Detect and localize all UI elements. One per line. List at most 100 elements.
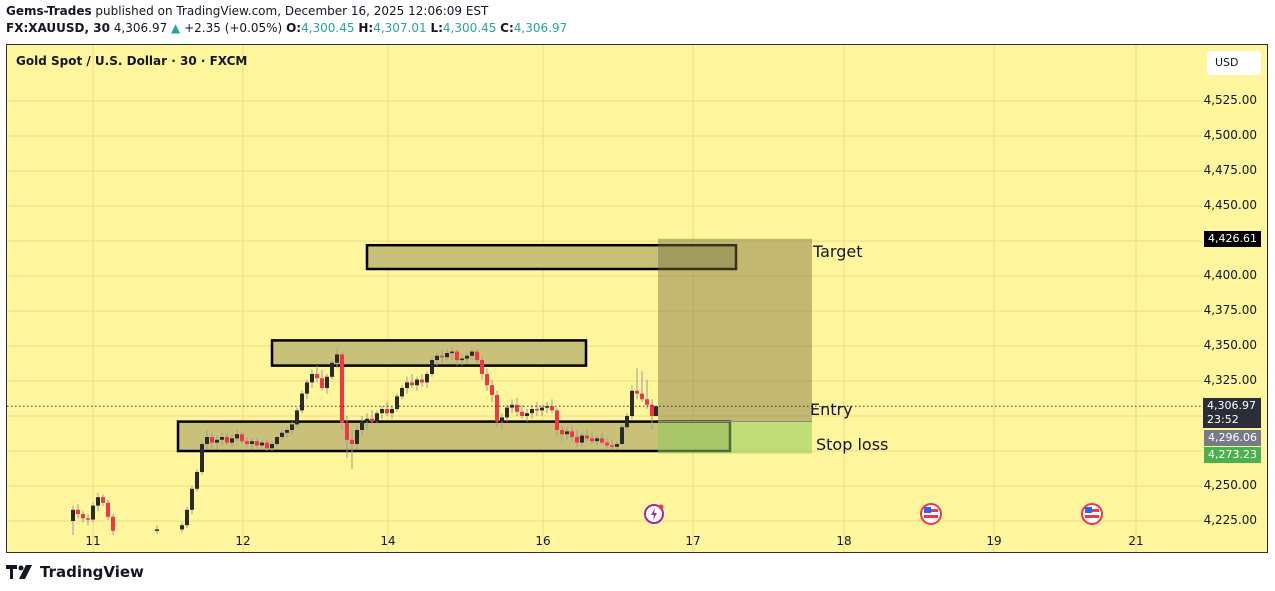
- candle-body: [555, 410, 559, 430]
- publish-text: published on TradingView.com, December 1…: [91, 4, 489, 18]
- candle-body: [91, 505, 95, 520]
- price-tick-label: 4,500.00: [1203, 128, 1257, 142]
- flag-stripe: [924, 515, 938, 518]
- candle-body: [280, 432, 284, 437]
- candle-body: [570, 431, 574, 437]
- price-tick-label: 4,225.00: [1203, 513, 1257, 527]
- candle-body: [275, 437, 279, 444]
- candle-body: [395, 396, 399, 409]
- candle-body: [330, 362, 334, 377]
- open-value: 4,300.45: [301, 21, 355, 35]
- candle-body: [600, 438, 604, 443]
- candle-body: [86, 518, 90, 520]
- candle-body: [290, 424, 294, 430]
- candle-body: [180, 525, 184, 530]
- time-tick-label: 18: [836, 534, 852, 548]
- publish-info: Gems-Trades published on TradingView.com…: [6, 4, 488, 18]
- tradingview-logo-icon: [6, 565, 32, 579]
- chart-pane[interactable]: Gold Spot / U.S. Dollar · 30 · FXCM USD …: [6, 44, 1268, 553]
- price-tick-label: 4,400.00: [1203, 268, 1257, 282]
- candle-body: [520, 411, 524, 416]
- candle-body: [654, 406, 658, 416]
- candle-body: [370, 418, 374, 422]
- entry-price-label: 4,296.06: [1204, 430, 1261, 446]
- candle-body: [460, 358, 464, 361]
- lightning-glyph: [651, 508, 657, 520]
- candle-body: [195, 472, 199, 489]
- candle-body: [495, 395, 499, 422]
- event-dot: [658, 504, 664, 510]
- price-change: +2.35 (+0.05%): [184, 21, 283, 35]
- candle-body: [245, 441, 249, 444]
- candle-body: [325, 376, 329, 388]
- candle-body: [185, 509, 189, 526]
- candle-body: [400, 388, 404, 397]
- candle-body: [540, 407, 544, 411]
- price-tick-label: 4,475.00: [1203, 163, 1257, 177]
- brand-name: TradingView: [40, 563, 144, 581]
- candle-body: [560, 430, 564, 435]
- candle-body: [640, 393, 644, 400]
- price-tick-label: 4,350.00: [1203, 338, 1257, 352]
- candle-body: [265, 442, 269, 449]
- entry-annotation: Entry: [810, 400, 853, 419]
- candle-body: [111, 516, 115, 531]
- candle-body: [615, 444, 619, 447]
- candle-body: [300, 393, 304, 411]
- price-tick-label: 4,450.00: [1203, 198, 1257, 212]
- candle-body: [515, 404, 519, 412]
- last-price: 4,306.97: [113, 21, 168, 35]
- publisher-name[interactable]: Gems-Trades: [6, 4, 92, 18]
- candle-body: [525, 413, 529, 416]
- price-tick-label: 4,250.00: [1203, 478, 1257, 492]
- candle-body: [255, 441, 259, 446]
- candle-body: [96, 497, 100, 506]
- high-label: H:: [358, 21, 374, 35]
- current-price-label: 4,306.97 23:52: [1203, 398, 1261, 428]
- candle-body: [360, 421, 364, 430]
- stop-loss-annotation: Stop loss: [816, 435, 889, 454]
- target-annotation: Target: [813, 242, 863, 261]
- support-zone: [176, 420, 732, 453]
- close-value: 4,306.97: [513, 21, 568, 35]
- price-tick-label: 4,525.00: [1203, 93, 1257, 107]
- price-tick-label: 4,325.00: [1203, 373, 1257, 387]
- candle-body: [81, 514, 85, 519]
- candle-body: [71, 509, 75, 521]
- candle-body: [565, 431, 569, 435]
- candle-body: [405, 382, 409, 388]
- candle-body: [390, 409, 394, 414]
- candle-body: [610, 445, 614, 447]
- candle-body: [480, 360, 484, 374]
- candle-body: [485, 374, 489, 386]
- tradingview-logo[interactable]: TradingView: [6, 563, 144, 581]
- candle-body: [250, 441, 254, 444]
- close-label: C:: [500, 21, 514, 35]
- candle-body: [450, 351, 454, 354]
- candle-body: [350, 439, 354, 444]
- time-tick-label: 21: [1128, 534, 1144, 548]
- candle-body: [315, 374, 319, 379]
- candle-body: [445, 353, 449, 358]
- candle-body: [295, 410, 299, 425]
- candle-body: [580, 435, 584, 443]
- candle-body: [380, 409, 384, 414]
- candle-body: [345, 423, 349, 440]
- candlestick-plot[interactable]: [7, 45, 1268, 553]
- candle-body: [630, 390, 634, 416]
- candle-body: [575, 437, 579, 443]
- candle-body: [430, 360, 434, 374]
- candle-body: [215, 439, 219, 443]
- candle-body: [285, 430, 289, 433]
- candle-body: [650, 404, 654, 416]
- target-price-label: 4,426.61: [1204, 231, 1261, 247]
- stop-loss-zone: [658, 421, 812, 454]
- profit-zone: [658, 238, 812, 422]
- current-price: 4,306.97: [1207, 399, 1256, 412]
- time-tick-label: 12: [235, 534, 251, 548]
- candle-body: [101, 497, 105, 503]
- currency-button[interactable]: USD: [1207, 51, 1261, 75]
- candle-body: [505, 407, 509, 418]
- candle-body: [645, 399, 649, 405]
- candle-body: [270, 444, 274, 449]
